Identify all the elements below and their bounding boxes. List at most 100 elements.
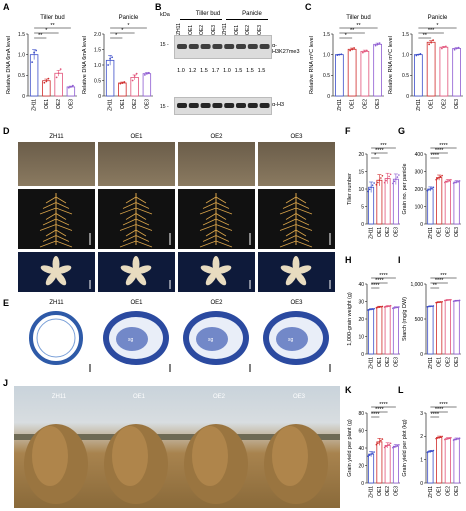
- grain: [52, 256, 60, 272]
- y-tick-label: 400: [415, 152, 424, 158]
- data-point: [457, 299, 459, 302]
- grain: [120, 265, 137, 274]
- field-variety-label: OE3: [292, 394, 305, 400]
- x-tick-label: ZH11: [369, 357, 375, 369]
- starch-granule-region: [116, 327, 148, 351]
- y-tick-label: 80: [358, 411, 364, 417]
- panicle-branch: [215, 218, 230, 226]
- panicle-branch: [295, 218, 310, 226]
- data-point: [69, 86, 72, 88]
- significance-label: ***: [440, 273, 447, 279]
- panicle-branch: [55, 218, 70, 226]
- data-point: [447, 299, 449, 301]
- x-tick-label: OE3: [144, 99, 150, 109]
- x-tick-label: ZH11: [108, 99, 114, 111]
- data-point: [426, 189, 429, 192]
- x-tick-label: OE1: [44, 99, 50, 109]
- panicle-branch: [215, 229, 227, 237]
- grain-photo-oe1: [98, 252, 175, 292]
- data-point: [383, 446, 386, 449]
- panicle-branch: [135, 218, 150, 226]
- panicle-branch: [295, 240, 313, 248]
- data-point: [375, 443, 378, 446]
- x-tick-label: ZH11: [428, 227, 434, 239]
- data-point: [111, 56, 114, 59]
- bar: [439, 46, 449, 97]
- panicle-branch: [215, 224, 233, 231]
- data-point: [373, 307, 375, 310]
- data-point: [145, 72, 148, 75]
- data-point: [445, 181, 448, 183]
- panel-label-k: K: [345, 385, 352, 395]
- panicle-branch: [55, 196, 67, 204]
- y-axis-label: 1,000-grain weight (g): [347, 292, 353, 346]
- band-ratio: 1.0: [177, 68, 185, 74]
- x-tick-label: OE2: [445, 227, 451, 237]
- data-point: [445, 299, 448, 302]
- data-point: [385, 445, 387, 448]
- bar: [444, 299, 451, 355]
- significance-label: *: [127, 23, 130, 29]
- panicle-branch: [215, 196, 227, 204]
- panicle-branch: [279, 207, 297, 215]
- x-tick-label: ZH11: [416, 99, 422, 111]
- panicle-branch: [122, 218, 137, 226]
- data-point: [417, 53, 420, 56]
- y-tick-label: 0.5: [402, 73, 409, 79]
- panicle-branch: [215, 235, 230, 242]
- horizon: [14, 434, 340, 440]
- blot-band: [212, 103, 223, 108]
- significance-label: *: [115, 33, 118, 39]
- tiller-photo-oe2: [178, 142, 255, 186]
- cross-section-oe3: OE3 sg: [258, 300, 335, 375]
- data-point: [371, 184, 374, 186]
- blot-group-tiller-bud: Tiller bud: [195, 11, 221, 17]
- data-point: [454, 438, 456, 441]
- bar: [384, 178, 391, 225]
- data-point: [388, 443, 390, 446]
- significance-label: ****: [439, 143, 448, 149]
- data-point: [454, 181, 456, 184]
- data-point: [389, 304, 392, 307]
- y-tick-label: 0.5: [94, 78, 101, 84]
- cross-section-zh11: ZH11: [18, 300, 95, 375]
- data-point: [457, 437, 459, 440]
- bar: [392, 445, 399, 484]
- bar: [426, 41, 436, 97]
- significance-label: ****: [435, 407, 444, 413]
- chart-c-panicle: Panicle 0 0.5 1.0 1.5 Relative RNA m⁶C level Z…: [387, 15, 463, 111]
- x-tick-label: OE3: [68, 99, 74, 109]
- panicle-branch: [205, 196, 217, 204]
- data-point: [375, 307, 378, 309]
- panicle-branch: [135, 213, 147, 220]
- data-point: [457, 46, 460, 49]
- band-ratio: 1.5: [257, 68, 266, 74]
- significance-label: *: [121, 28, 124, 34]
- data-point: [378, 42, 381, 44]
- bar: [54, 72, 63, 97]
- data-point: [367, 309, 369, 311]
- y-tick-label: 0: [406, 94, 409, 100]
- significance-label: ****: [371, 412, 380, 418]
- blot-band: [200, 103, 211, 108]
- grain: [295, 271, 307, 286]
- y-tick-label: 100: [415, 204, 424, 210]
- data-point: [336, 54, 339, 56]
- y-axis-label: Relative RNA m⁶C level: [308, 36, 315, 94]
- blot-band: [188, 103, 199, 108]
- bar: [427, 188, 434, 225]
- chart-title: Panicle: [119, 15, 139, 21]
- x-tick-label: OE3: [393, 357, 399, 367]
- significance-label: *: [374, 153, 377, 159]
- bar: [376, 179, 383, 225]
- y-tick-label: 0.5: [18, 73, 25, 79]
- panicle-branch: [45, 213, 57, 220]
- bar: [105, 59, 115, 97]
- panicle-branch: [199, 240, 217, 248]
- data-point: [396, 444, 399, 447]
- stem-ring: [29, 311, 83, 365]
- grain-photo-zh11: [18, 252, 95, 292]
- significance-label: ****: [379, 402, 388, 408]
- data-point: [426, 451, 429, 454]
